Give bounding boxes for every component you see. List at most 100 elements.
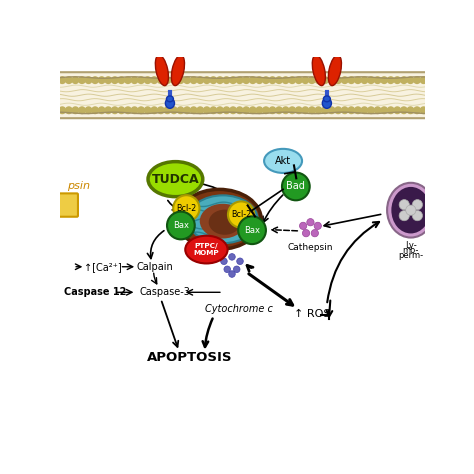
Ellipse shape [312, 55, 325, 86]
Circle shape [314, 222, 321, 229]
Circle shape [394, 107, 401, 114]
Circle shape [131, 107, 138, 114]
Circle shape [295, 77, 302, 83]
Ellipse shape [322, 98, 331, 109]
Circle shape [414, 107, 420, 114]
Circle shape [164, 77, 171, 83]
Circle shape [197, 107, 203, 114]
Circle shape [328, 107, 335, 114]
Circle shape [311, 229, 319, 237]
Ellipse shape [155, 55, 168, 86]
Circle shape [341, 107, 348, 114]
Circle shape [228, 271, 235, 277]
Ellipse shape [387, 183, 435, 237]
Circle shape [276, 77, 283, 83]
Circle shape [184, 77, 191, 83]
Circle shape [243, 77, 249, 83]
Ellipse shape [172, 55, 184, 86]
Text: Cathepsin: Cathepsin [288, 243, 333, 252]
Circle shape [249, 77, 256, 83]
Circle shape [217, 77, 223, 83]
Text: Ly-: Ly- [405, 241, 417, 250]
Circle shape [177, 77, 184, 83]
Circle shape [157, 77, 164, 83]
Circle shape [256, 107, 263, 114]
Circle shape [210, 77, 217, 83]
Circle shape [223, 77, 230, 83]
Circle shape [315, 77, 322, 83]
Circle shape [237, 77, 243, 83]
Circle shape [191, 107, 197, 114]
Circle shape [335, 77, 341, 83]
Circle shape [412, 200, 422, 210]
Circle shape [210, 107, 217, 114]
Circle shape [138, 77, 145, 83]
Circle shape [300, 222, 307, 229]
Circle shape [263, 77, 269, 83]
Circle shape [289, 77, 295, 83]
Text: Bcl-2: Bcl-2 [231, 210, 251, 219]
Circle shape [406, 205, 416, 215]
Circle shape [184, 107, 191, 114]
Text: perm-: perm- [398, 251, 423, 260]
Circle shape [92, 107, 99, 114]
Circle shape [322, 107, 328, 114]
Circle shape [328, 77, 335, 83]
Circle shape [420, 107, 427, 114]
Circle shape [118, 107, 125, 114]
Circle shape [171, 77, 177, 83]
Circle shape [125, 77, 131, 83]
Circle shape [355, 77, 361, 83]
Ellipse shape [209, 210, 241, 235]
Circle shape [412, 210, 422, 221]
Circle shape [99, 107, 105, 114]
Text: MOMP: MOMP [193, 250, 219, 256]
Circle shape [348, 77, 355, 83]
Circle shape [269, 77, 276, 83]
Circle shape [355, 107, 361, 114]
Ellipse shape [165, 98, 174, 109]
Text: Caspase 12: Caspase 12 [64, 287, 126, 297]
Ellipse shape [264, 149, 302, 173]
Circle shape [368, 77, 374, 83]
Circle shape [322, 77, 328, 83]
Circle shape [387, 107, 394, 114]
Circle shape [302, 107, 309, 114]
Circle shape [401, 77, 407, 83]
Text: Akt: Akt [275, 156, 291, 166]
Circle shape [85, 107, 92, 114]
Circle shape [131, 77, 138, 83]
Circle shape [341, 77, 348, 83]
Text: APOPTOSIS: APOPTOSIS [147, 352, 233, 365]
Circle shape [228, 254, 235, 260]
Text: Caspase-3: Caspase-3 [139, 287, 190, 297]
Circle shape [399, 210, 410, 221]
Circle shape [151, 107, 157, 114]
Circle shape [223, 107, 230, 114]
Circle shape [230, 107, 237, 114]
Circle shape [399, 200, 410, 210]
Ellipse shape [177, 190, 261, 249]
Circle shape [307, 219, 314, 226]
Circle shape [167, 211, 195, 239]
Circle shape [203, 107, 210, 114]
Circle shape [164, 107, 171, 114]
Text: PTPC/: PTPC/ [195, 243, 218, 249]
Circle shape [191, 77, 197, 83]
Ellipse shape [185, 236, 228, 264]
Circle shape [79, 77, 85, 83]
Circle shape [420, 77, 427, 83]
Circle shape [233, 266, 240, 273]
Circle shape [105, 77, 111, 83]
Circle shape [177, 107, 184, 114]
Text: Cytochrome c: Cytochrome c [205, 304, 273, 314]
Circle shape [65, 107, 72, 114]
Circle shape [145, 77, 151, 83]
Circle shape [72, 77, 79, 83]
Circle shape [171, 107, 177, 114]
Circle shape [414, 77, 420, 83]
Circle shape [368, 107, 374, 114]
Ellipse shape [148, 162, 203, 197]
Circle shape [302, 229, 310, 237]
Circle shape [59, 107, 65, 114]
